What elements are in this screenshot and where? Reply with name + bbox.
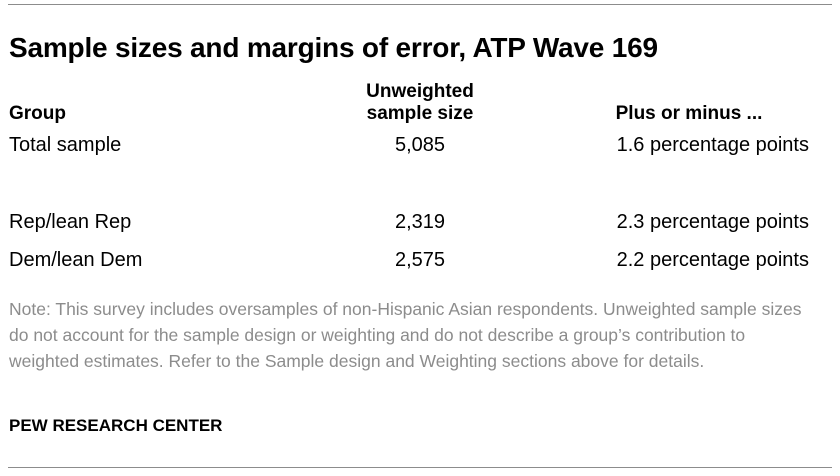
row-sample-size: 2,319 xyxy=(394,211,446,233)
header-sample-size-line2: sample size xyxy=(366,103,474,124)
header-margin: Plus or minus ... xyxy=(615,103,763,124)
row-group: Total sample xyxy=(9,134,122,156)
row-sample-size: 2,575 xyxy=(394,249,446,271)
table-header: Group Unweighted sample size Plus or min… xyxy=(9,78,809,125)
header-group: Group xyxy=(9,103,66,124)
row-group: Rep/lean Rep xyxy=(9,211,132,233)
row-group: Dem/lean Dem xyxy=(9,249,143,271)
sample-size-table: Group Unweighted sample size Plus or min… xyxy=(9,78,809,271)
row-sample-size: 5,085 xyxy=(394,134,446,156)
top-divider xyxy=(8,4,832,5)
table-row: Total sample 5,085 1.6 percentage points xyxy=(9,131,809,159)
page-title: Sample sizes and margins of error, ATP W… xyxy=(9,32,658,63)
table-row: Rep/lean Rep 2,319 2.3 percentage points xyxy=(9,208,809,236)
source-credit: PEW RESEARCH CENTER xyxy=(9,416,223,435)
row-margin: 2.2 percentage points xyxy=(616,249,809,271)
row-margin: 1.6 percentage points xyxy=(616,134,809,156)
header-sample-size-line1: Unweighted xyxy=(366,81,474,102)
bottom-divider xyxy=(8,467,832,468)
footnote: Note: This survey includes oversamples o… xyxy=(9,299,802,371)
table-row: Dem/lean Dem 2,575 2.2 percentage points xyxy=(9,246,809,274)
row-margin: 2.3 percentage points xyxy=(616,211,809,233)
header-sample-size: Unweighted sample size xyxy=(305,81,535,125)
